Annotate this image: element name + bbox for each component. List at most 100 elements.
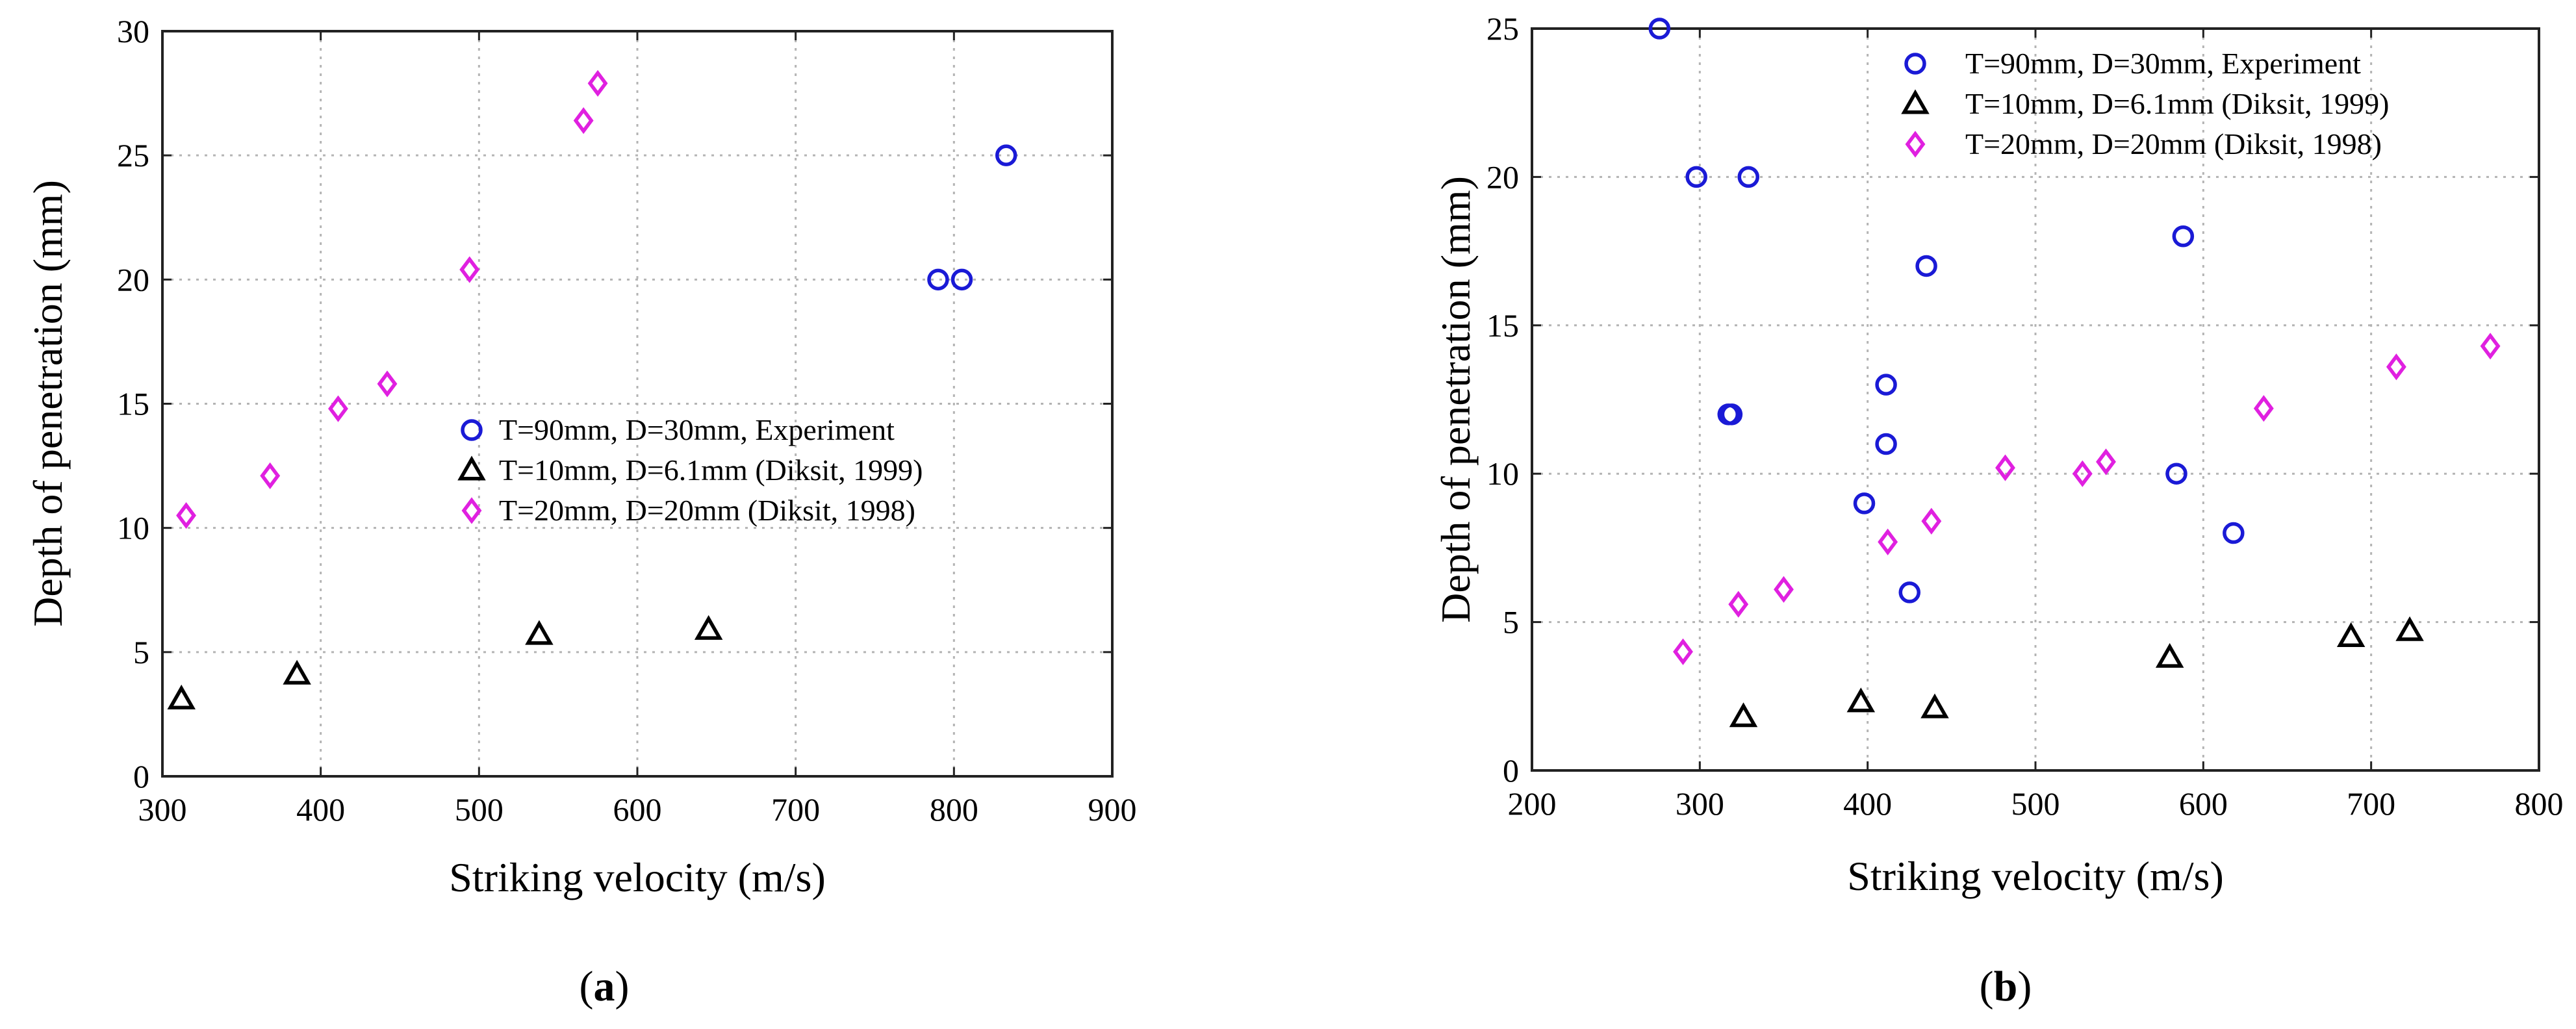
y-tick-label: 15 <box>1486 307 1519 344</box>
data-point-circle <box>1875 433 1897 455</box>
series-diamond <box>176 70 608 529</box>
panel-label-close-paren: ) <box>615 963 630 1010</box>
data-point-circle <box>950 268 973 291</box>
y-tick-label: 5 <box>133 634 149 670</box>
x-tick-label: 300 <box>1676 785 1724 822</box>
data-point-diamond <box>1995 454 2015 481</box>
data-point-diamond <box>2253 395 2274 422</box>
panel-label-open-paren: ( <box>1980 963 1994 1010</box>
data-point-diamond <box>377 370 398 398</box>
legend-marker-circle <box>1904 53 1926 75</box>
y-tick-label: 20 <box>117 261 149 298</box>
legend-label: T=90mm, D=30mm, Experiment <box>499 413 895 446</box>
y-axis-label: Depth of penetration (mm) <box>25 180 71 627</box>
y-tick-label: 5 <box>1503 604 1519 641</box>
data-point-circle <box>1685 166 1707 188</box>
x-tick-label: 300 <box>138 791 187 828</box>
data-point-diamond <box>459 256 480 283</box>
data-point-circle <box>1648 18 1671 40</box>
panel-label: (b) <box>1980 963 2032 1010</box>
y-tick-label: 25 <box>1486 10 1519 47</box>
data-point-diamond <box>260 462 281 489</box>
y-tick-label: 10 <box>117 510 149 546</box>
x-tick-label: 500 <box>455 791 504 828</box>
legend: T=90mm, D=30mm, Experiment T=10mm, D=6.1m… <box>457 413 923 527</box>
x-tick-label: 800 <box>2515 785 2564 822</box>
series-circle <box>927 144 1017 291</box>
data-point-triangle <box>1846 687 1876 713</box>
panel-label-close-paren: ) <box>2017 963 2032 1010</box>
data-point-diamond <box>2096 448 2116 476</box>
y-tick-label: 25 <box>117 137 149 173</box>
data-point-diamond <box>2480 333 2501 360</box>
data-point-circle <box>1720 403 1743 426</box>
legend-label: T=10mm, D=6.1mm (Diksit, 1999) <box>499 453 923 487</box>
legend: T=90mm, D=30mm, Experiment T=10mm, D=6.1m… <box>1901 47 2389 160</box>
x-axis-label: Striking velocity (m/s) <box>449 854 826 900</box>
data-point-diamond <box>587 70 608 97</box>
data-point-circle <box>2223 522 2245 544</box>
x-tick-label: 900 <box>1088 791 1137 828</box>
data-point-circle <box>1915 255 1937 277</box>
data-point-diamond <box>176 502 196 529</box>
data-point-diamond <box>1878 528 1898 555</box>
data-point-circle <box>2172 225 2195 248</box>
chart-b: 200 300 400 500 600 700 800 0 5 10 15 20 25 Striking … <box>1433 10 2564 1010</box>
data-point-circle <box>995 144 1017 166</box>
x-tick-label: 700 <box>771 791 820 828</box>
series-triangle <box>1729 616 2424 728</box>
series-circle <box>1648 18 2245 603</box>
series-diamond <box>1673 333 2501 665</box>
legend-marker-diamond <box>1905 131 1926 158</box>
data-point-diamond <box>573 107 594 134</box>
legend-marker-triangle <box>457 455 486 481</box>
data-point-circle <box>927 268 949 291</box>
data-point-circle <box>1853 492 1876 514</box>
data-point-circle <box>2165 463 2187 485</box>
x-tick-label: 400 <box>296 791 345 828</box>
data-point-triangle <box>2395 616 2424 641</box>
data-point-diamond <box>2072 460 2093 487</box>
legend-marker-triangle <box>1901 89 1930 114</box>
y-axis-label: Depth of penetration (mm) <box>1433 176 1479 623</box>
legend-marker-circle <box>461 419 483 441</box>
data-point-diamond <box>1921 507 1942 535</box>
data-point-triangle <box>2155 642 2184 668</box>
data-point-diamond <box>2386 353 2406 381</box>
legend-label: T=10mm, D=6.1mm (Diksit, 1999) <box>1965 87 2389 120</box>
y-tick-label: 15 <box>117 386 149 422</box>
y-tick-label: 0 <box>133 758 149 794</box>
y-tick-label: 10 <box>1486 455 1519 492</box>
panel-label-open-paren: ( <box>580 963 594 1010</box>
legend-marker-diamond <box>461 497 482 524</box>
x-tick-label: 500 <box>2011 785 2060 822</box>
x-tick-label: 800 <box>930 791 978 828</box>
y-tick-label: 30 <box>117 13 149 49</box>
legend-label: T=20mm, D=20mm (Diksit, 1998) <box>499 494 915 527</box>
legend-label: T=20mm, D=20mm (Diksit, 1998) <box>1965 127 2382 160</box>
data-point-triangle <box>1920 693 1949 718</box>
data-point-circle <box>1737 166 1759 188</box>
y-tick-label: 0 <box>1503 752 1519 789</box>
x-tick-label: 600 <box>2179 785 2228 822</box>
x-tick-label: 200 <box>1508 785 1557 822</box>
data-point-triangle <box>525 620 554 645</box>
data-point-triangle <box>167 684 196 709</box>
panel-label: (a) <box>580 963 630 1010</box>
data-point-triangle <box>283 659 311 685</box>
data-point-triangle <box>1729 702 1758 728</box>
series-triangle <box>167 615 723 709</box>
x-tick-label: 600 <box>613 791 662 828</box>
x-axis-label: Striking velocity (m/s) <box>1847 853 2224 899</box>
legend-label: T=90mm, D=30mm, Experiment <box>1965 47 2361 80</box>
chart-a: 300 400 500 600 700 800 900 0 5 10 15 20 25 30 Strikin… <box>25 13 1137 1010</box>
panel-label-letter: a <box>594 963 615 1010</box>
data-point-diamond <box>1728 591 1749 618</box>
data-point-diamond <box>1774 576 1794 603</box>
data-point-triangle <box>2336 622 2366 647</box>
data-point-diamond <box>1673 638 1693 665</box>
data-point-circle <box>1898 581 1920 603</box>
x-tick-label: 400 <box>1843 785 1892 822</box>
